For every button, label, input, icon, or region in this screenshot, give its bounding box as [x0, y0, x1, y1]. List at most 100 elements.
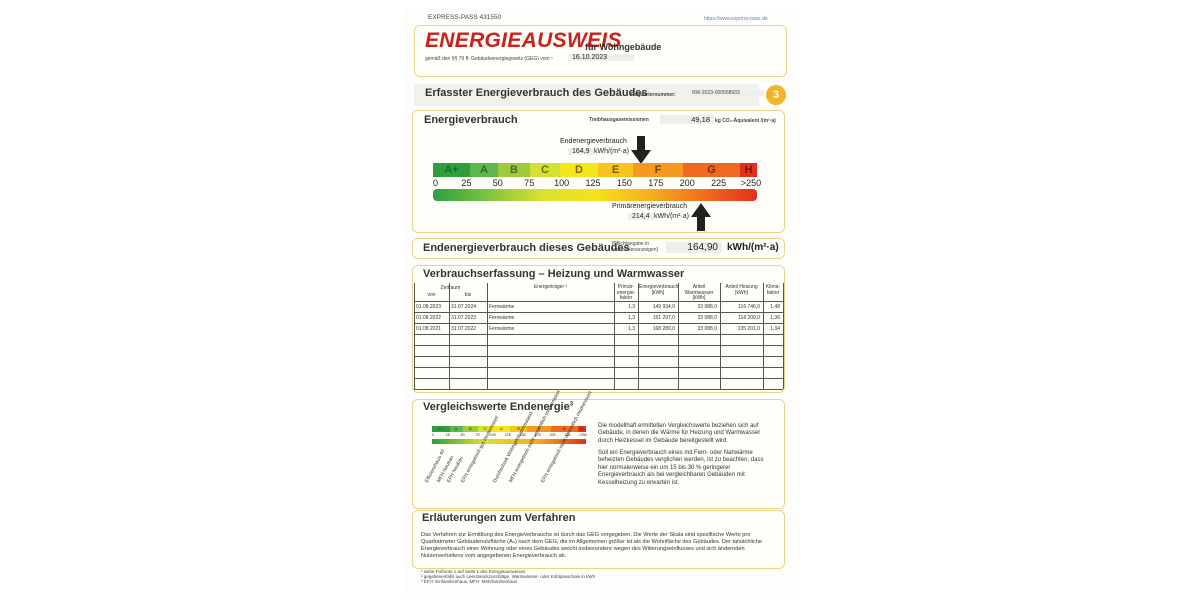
class-cell: H: [740, 163, 757, 177]
header-cell: Zeitraum: [440, 285, 461, 291]
scale-tick-label: 150: [519, 433, 526, 437]
scale-tick-label: 125: [504, 433, 511, 437]
end-label: Endenergieverbrauch: [560, 138, 627, 145]
primary-arrow: [691, 203, 711, 231]
scale-tick-label: 125: [585, 178, 601, 188]
table-cell: 33 088,0: [697, 326, 717, 332]
row-line: [414, 378, 783, 379]
scale-tick-label: 25: [445, 433, 450, 437]
row-line: [414, 323, 783, 324]
scale-tick-label: 150: [616, 178, 632, 188]
table-cell: Fernwärme: [489, 315, 515, 321]
mini-class-scale: A+ A B C D E F G H: [432, 426, 586, 432]
header-cell: Anteil Warmwasser [kWh]: [684, 284, 714, 301]
scale-tick-label: 0: [432, 433, 434, 437]
comparison-box: [412, 399, 785, 509]
table-box: [412, 265, 785, 393]
explanation-box: [412, 510, 785, 569]
scale-tick-label: 200: [549, 433, 556, 437]
table-cell: 118 209,0: [738, 315, 760, 321]
scale-tick-label: 200: [679, 178, 695, 188]
class-cell: F: [633, 163, 683, 177]
table-cell: 1,36: [770, 315, 780, 321]
scale-tick-label: >250: [740, 178, 762, 188]
scale-tick-label: >250: [578, 433, 587, 437]
class-cell: G: [683, 163, 740, 177]
table-cell: 31.07.2023: [451, 315, 477, 321]
comparison-text-2: Soll ein Energieverbrauch eines mit Fern…: [598, 450, 764, 486]
class-cell: B: [498, 163, 530, 177]
comparison-title: Vergleichswerte Endenergie3: [423, 401, 573, 413]
ghg-label: Treibhausgasemissionen: [589, 117, 649, 123]
row-line: [414, 389, 783, 390]
table-cell: 1,48: [770, 304, 780, 310]
class-scale: A+ A B C D E F G H: [433, 163, 757, 177]
row-line: [414, 345, 783, 346]
end-row-title: Endenergieverbrauch dieses Gebäudes: [423, 242, 630, 254]
table-cell: 31.07.2024: [451, 304, 477, 310]
table-cell: 135 201,0: [737, 326, 760, 332]
column-line: [763, 283, 764, 389]
subtitle: für Wohngebäude: [585, 42, 662, 52]
reg-number: NW-2023-000558933: [688, 90, 764, 96]
scale-ticks: 0 25 50 75 100 125 150 175 200 225 >250: [433, 178, 761, 188]
row-line: [414, 301, 783, 302]
scale-tick-label: 100: [489, 433, 496, 437]
table-cell: 1,3: [628, 304, 635, 310]
table-cell: 01.08.2021: [416, 326, 442, 332]
header-cell: Energieträger ²: [533, 284, 568, 290]
scale-tick-label: 25: [461, 178, 472, 188]
class-cell: A: [470, 163, 498, 177]
class-cell: E: [598, 163, 633, 177]
table-cell: 168 289,0: [652, 326, 675, 332]
class-cell: C: [530, 163, 560, 177]
header-left: EXPRESS-PASS 431550: [428, 14, 502, 21]
column-line: [638, 283, 639, 389]
comparison-title-text: Vergleichswerte Endenergie: [423, 401, 570, 413]
ghg-unit: kg CO₂-Äquivalent /(m²·a): [715, 118, 776, 124]
table-cell: 116 746,0: [738, 304, 760, 310]
ghg-value: 49,18: [660, 115, 714, 124]
end-arrow: [631, 136, 651, 164]
table-cell: 1,3: [628, 326, 635, 332]
table-cell: 1,34: [770, 326, 780, 332]
header-cell: Klima-faktor: [765, 284, 781, 296]
end-row-note: [Pflichtangabe in Immobilienanzeigen]: [612, 241, 658, 253]
scale-tick-label: 100: [554, 178, 570, 188]
header-cell: Energieverbrauch [kWh]: [639, 284, 679, 296]
scale-tick-label: 50: [460, 433, 465, 437]
end-row-value: 164,90: [666, 242, 722, 253]
table-cell: 33 088,0: [697, 304, 717, 310]
column-line: [678, 283, 679, 389]
scale-tick-label: 225: [711, 178, 727, 188]
class-cell: F: [527, 426, 551, 432]
class-cell: A+: [432, 426, 450, 432]
header-cell: bis: [464, 292, 472, 298]
scale-tick-label: 0: [433, 178, 439, 188]
row-line: [414, 367, 783, 368]
header-cell: von: [427, 292, 436, 298]
reg-label: Registriernummer:: [631, 92, 676, 98]
table-title: Verbrauchserfassung – Heizung und Warmwa…: [423, 268, 685, 280]
header-cell: Primär-energie-faktor: [616, 284, 636, 301]
class-cell: D: [560, 163, 598, 177]
primary-unit: kWh/(m²·a): [654, 213, 689, 220]
legal-text: gemäß den §§ 79 ff. Gebäudeenergiegesetz…: [425, 56, 553, 62]
gradient-bar: [433, 189, 757, 201]
scale-tick-label: 175: [648, 178, 664, 188]
section-bar: [414, 84, 759, 106]
issue-date: 16.10.2023: [568, 54, 634, 61]
class-cell: A+: [433, 163, 470, 177]
row-line: [414, 312, 783, 313]
explanation-text: Das Verfahren zur Ermittlung des Energie…: [421, 532, 763, 559]
header-cell: Anteil Heizung [kWh]: [725, 284, 758, 296]
class-cell: B: [462, 426, 479, 432]
title-box: [414, 25, 787, 77]
table-cell: Fernwärme: [489, 304, 515, 310]
main-title: ENERGIEAUSWEIS: [425, 29, 622, 52]
header-link[interactable]: https://www.express-pass.de: [704, 16, 768, 22]
column-line: [783, 283, 784, 389]
explanation-title: Erläuterungen zum Verfahren: [422, 512, 576, 524]
scale-tick-label: 50: [492, 178, 503, 188]
